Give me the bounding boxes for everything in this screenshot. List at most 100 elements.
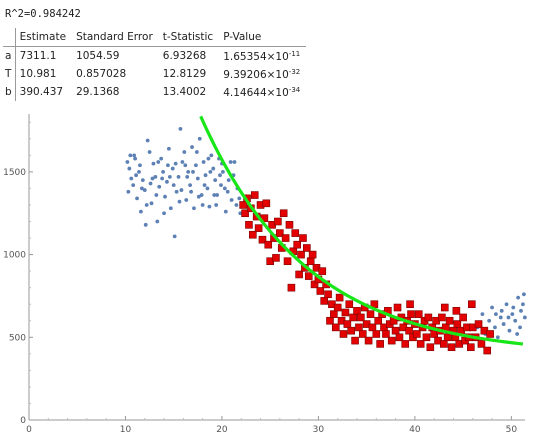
fit-point [272,254,280,262]
fit-point [358,330,367,338]
fit-point [355,323,363,332]
fit-point [349,313,357,322]
data-point [515,332,520,336]
data-point [134,173,138,178]
fit-point [405,326,413,335]
fit-point [440,340,448,348]
data-point [223,209,228,214]
data-point [140,178,145,183]
data-point [185,174,190,179]
fit-point [368,323,377,332]
fit-point [395,333,404,342]
fit-point [320,297,329,305]
fit-point [366,310,375,318]
data-point [174,189,179,194]
data-point [192,206,196,211]
data-point [209,153,214,158]
data-point [186,169,191,174]
data-point [142,188,147,192]
fit-point [426,343,435,352]
fit-point [276,229,284,237]
data-point [203,173,208,178]
fit-point [306,257,315,266]
data-point [494,312,498,317]
fit-point [382,330,390,338]
fit-point [241,209,249,218]
data-point [154,193,159,197]
data-point [162,211,166,216]
data-point [165,179,169,184]
fit-point [341,308,350,317]
fit-point [351,336,359,345]
data-point [225,189,230,194]
fit-point [376,340,384,348]
fit-point [422,333,431,342]
fit-point [416,340,425,348]
fit-point [303,244,311,252]
fit-point [406,300,414,309]
data-point [173,161,178,166]
param-label: T [3,65,16,83]
data-point [213,178,218,183]
t-stat-cell: 12.8129 [162,68,207,80]
std-error-cell: 0.857028 [76,68,127,80]
data-point [139,209,143,214]
fit-point [467,343,475,352]
p-mantissa: 1.65354 [223,50,267,63]
fit-point [414,310,423,318]
fit-point [297,250,305,259]
data-point [490,305,494,310]
data-point [166,146,171,151]
fit-point [318,267,327,275]
table-row-t: T 10.981 0.857028 12.8129 9.39206×10-32 [3,65,306,83]
fit-point [467,300,476,309]
data-point [127,166,132,171]
data-point [131,183,136,188]
y-tick-label: 1000 [3,251,26,261]
data-point [504,302,509,307]
table-header-row: Estimate Standard Error t-Statistic P-Va… [3,28,307,47]
data-point [226,178,231,183]
data-point [218,173,222,178]
fit-point [258,235,267,244]
fit-point [283,257,292,266]
fit-point [391,326,400,335]
data-point [172,234,177,239]
fit-point [281,234,290,242]
header-p-value: P-Value [219,28,307,47]
data-point [487,318,492,323]
fit-curve [199,115,524,346]
data-point [516,295,521,300]
fit-point [407,310,415,318]
data-point [507,328,512,333]
data-point [215,193,220,197]
fit-point [254,224,263,232]
fit-point [285,221,294,229]
data-point [214,203,219,207]
fit-point [453,320,462,328]
fit-data-points [239,191,494,355]
data-point [219,183,223,188]
p-times: ×10 [266,50,289,63]
data-point [229,198,234,202]
fit-point [293,240,301,249]
x-tick-label: 10 [120,425,132,435]
data-point [135,196,139,201]
data-point [521,292,526,297]
data-point [194,150,199,154]
data-point [190,145,194,149]
data-point [519,308,523,313]
fit-point [483,346,492,355]
data-point [171,183,176,188]
data-point [153,174,158,179]
fit-point [345,300,354,309]
data-point [139,186,144,191]
data-point [506,315,511,320]
data-point [137,169,141,174]
fit-point [477,340,486,348]
fit-point [264,240,273,249]
fit-point [239,201,247,209]
fit-point [413,330,421,338]
fit-point [291,229,300,237]
